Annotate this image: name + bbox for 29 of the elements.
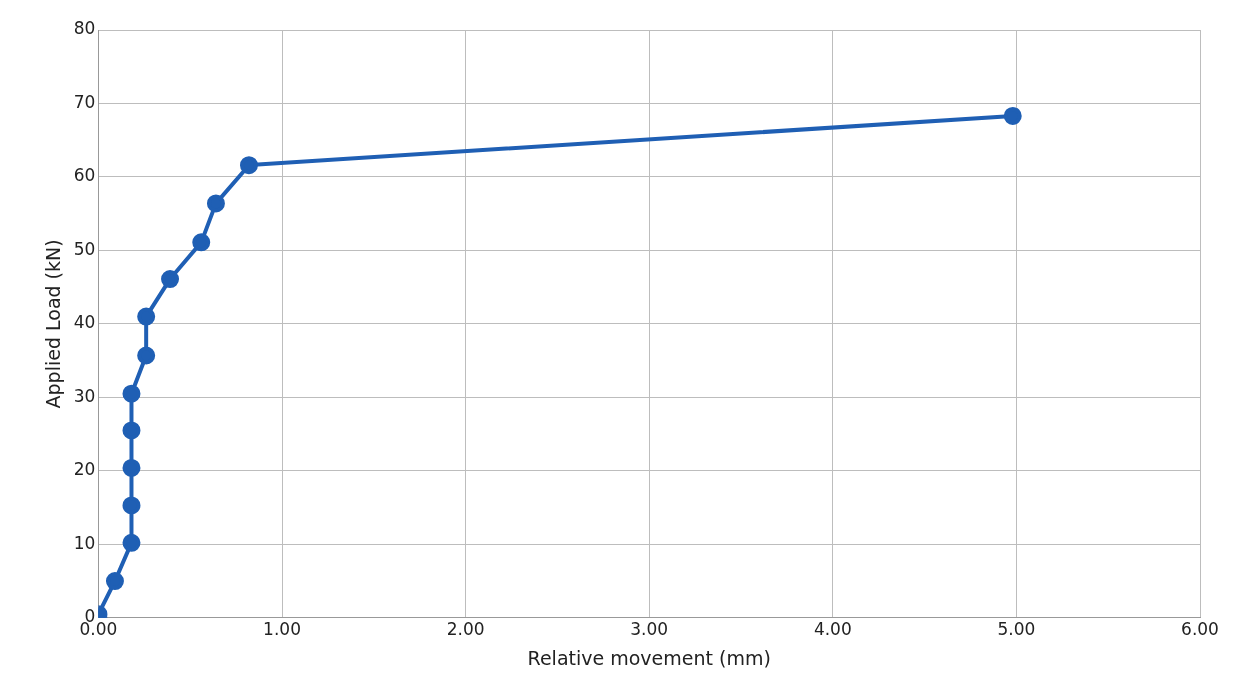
y-tick-label: 50 [73,238,96,259]
y-tick-label: 30 [73,385,96,406]
x-tick-label: 4.00 [813,619,852,640]
x-tick-label: 2.00 [446,619,485,640]
x-tick-label: 6.00 [1181,619,1219,640]
point [137,307,156,326]
y-tick-label: 40 [73,312,96,333]
y-tick-label: 20 [73,459,96,480]
x-tick-label: 5.00 [997,619,1036,640]
y-tick-label: 10 [73,532,96,553]
y-axis-title: Applied Load (kN) [42,239,65,409]
point [122,533,141,552]
point [192,233,211,252]
y-tick-label: 70 [73,91,96,112]
point [122,458,141,477]
point [122,384,141,403]
point [122,421,141,440]
x-axis-title: Relative movement (mm) [527,646,771,669]
y-tick-label: 60 [73,165,96,186]
point [206,194,225,213]
point [239,156,258,175]
point [105,572,124,591]
x-tick-label: 3.00 [630,619,669,640]
point [137,346,156,365]
point [122,496,141,515]
point [1003,106,1022,125]
y-tick-label: 80 [73,18,96,39]
point [161,270,180,289]
x-tick-label: 1.00 [263,619,301,640]
